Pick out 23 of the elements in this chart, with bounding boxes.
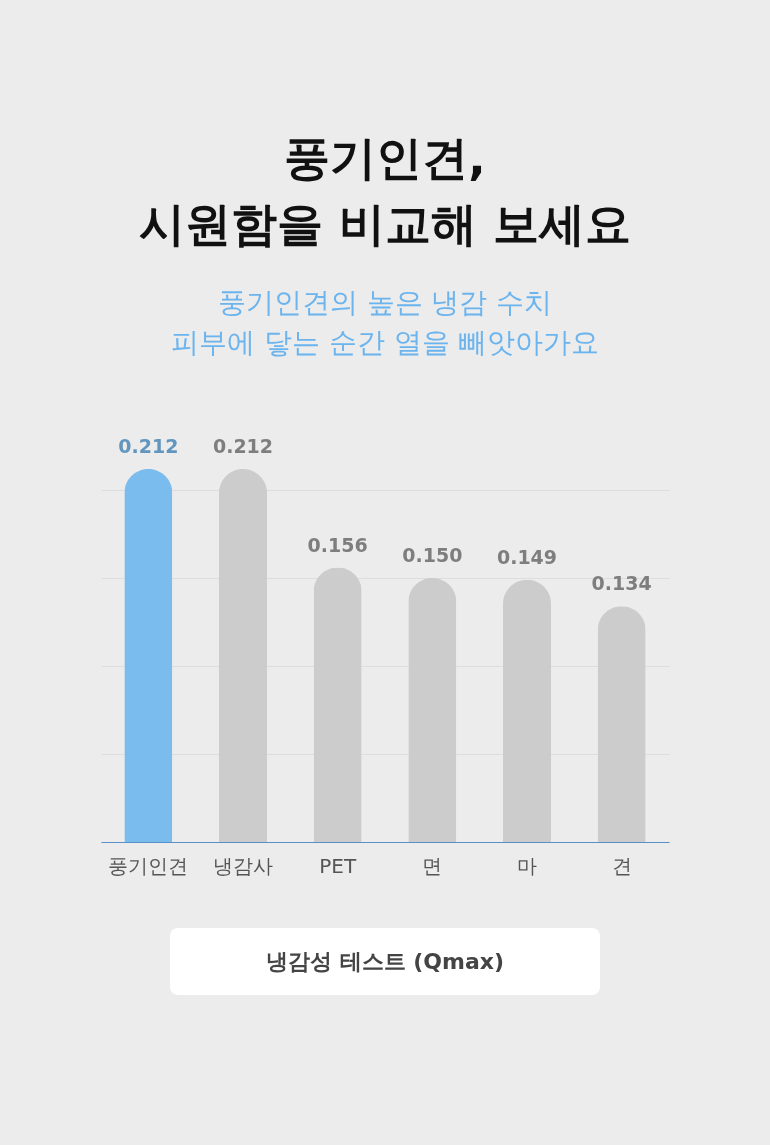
bar (124, 469, 173, 842)
text: 냉감성 테스트 (Qmax) (265, 949, 505, 974)
x-tick-label: 냉감사 (213, 853, 273, 878)
data-label: 0.212 (118, 435, 179, 457)
x-tick-label: 마 (517, 853, 537, 878)
bar (597, 606, 646, 842)
x-tick-label: 면 (422, 853, 443, 878)
x-tick-label: 견 (611, 853, 632, 878)
x-tick-label: PET (319, 853, 357, 878)
x-tick-label: 풍기인견 (108, 853, 189, 878)
data-label: 0.156 (307, 533, 368, 556)
data-label: 0.150 (402, 544, 463, 567)
data-label: 0.134 (591, 572, 652, 595)
data-label: 0.212 (212, 435, 274, 457)
data-label: 0.149 (496, 545, 558, 568)
text: 풍기인견의 높은 냉감 수치 (217, 286, 553, 319)
text: 피부에 닿는 순간 열을 빼앗아가요 (171, 326, 599, 359)
bar (408, 578, 457, 842)
text: 시원함을 비교해 보세요 (138, 197, 632, 251)
bar (219, 469, 267, 842)
bar (503, 579, 551, 842)
text: 풍기인견, (284, 131, 486, 185)
bar (313, 567, 362, 842)
